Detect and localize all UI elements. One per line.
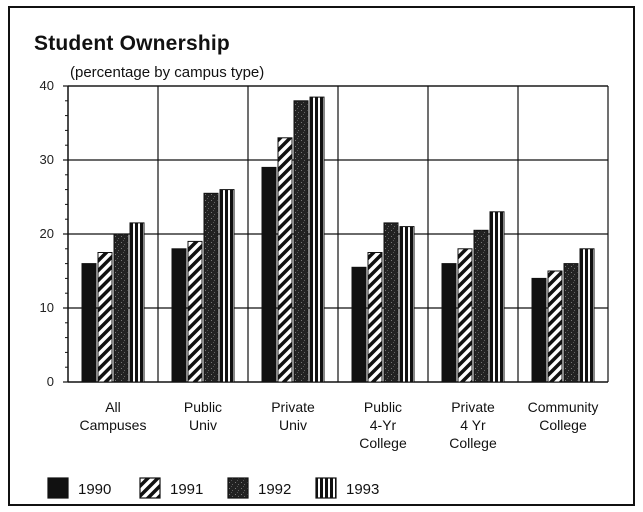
y-tick-label: 10	[40, 300, 54, 315]
legend-label-1991: 1991	[170, 481, 203, 498]
chart-subtitle: (percentage by campus type)	[70, 64, 265, 81]
y-tick-label: 0	[47, 374, 54, 389]
y-tick-label: 40	[40, 78, 54, 93]
axes	[63, 85, 609, 383]
category-label: Campuses	[80, 417, 147, 433]
bar-1993-5	[579, 248, 595, 383]
y-tick-label: 20	[40, 226, 54, 241]
bar-1992-1	[203, 192, 219, 383]
chart-frame	[8, 6, 635, 506]
bar-1993-3	[399, 226, 415, 383]
bar-1993-1	[219, 189, 235, 383]
bar-1991-4	[457, 248, 473, 383]
category-label: College	[449, 435, 497, 451]
legend-label-1993: 1993	[346, 481, 379, 498]
bar-1990-5	[531, 277, 547, 383]
category-label: College	[539, 417, 587, 433]
bar-1992-0	[113, 233, 129, 383]
legend: 1990 1991 1992 1993	[47, 477, 379, 499]
category-label: 4-Yr	[370, 417, 397, 433]
category-label: Univ	[279, 417, 307, 433]
category-label: Private	[271, 399, 315, 415]
legend-label-1992: 1992	[258, 481, 291, 498]
bar-1990-3	[351, 266, 367, 383]
chart-title: Student Ownership	[34, 32, 230, 55]
category-label: Private	[451, 399, 495, 415]
bar-1992-5	[563, 263, 579, 383]
y-tick-label: 30	[40, 152, 54, 167]
bar-1992-2	[293, 100, 309, 383]
category-label: All	[105, 399, 121, 415]
grid-lines	[68, 85, 608, 382]
bar-1991-5	[547, 270, 563, 383]
bar-1990-1	[171, 248, 187, 383]
bar-1991-2	[277, 137, 293, 383]
bars	[81, 96, 595, 383]
legend-swatch-1992	[227, 477, 249, 499]
legend-swatch-1990	[47, 477, 69, 499]
category-label: 4 Yr	[460, 417, 486, 433]
x-category-labels: All Campuses Public Univ Private Univ Public 4-…	[80, 399, 599, 451]
category-label: Univ	[189, 417, 217, 433]
bar-1991-0	[97, 252, 113, 383]
bar-1990-2	[261, 166, 277, 383]
bar-1993-0	[129, 222, 145, 383]
legend-swatch-1993	[315, 477, 337, 499]
bar-1993-4	[489, 211, 505, 383]
category-label: Public	[184, 399, 222, 415]
bar-1992-3	[383, 222, 399, 383]
bar-1991-1	[187, 240, 203, 383]
category-label: Community	[528, 399, 599, 415]
bar-1992-4	[473, 229, 489, 383]
bar-1993-2	[309, 96, 325, 383]
legend-label-1990: 1990	[78, 481, 111, 498]
category-label: Public	[364, 399, 402, 415]
y-tick-labels: 0 10 20 30 40	[40, 78, 54, 389]
bar-1990-0	[81, 263, 97, 383]
legend-swatch-1991	[139, 477, 161, 499]
bar-1990-4	[441, 263, 457, 383]
category-label: College	[359, 435, 407, 451]
bar-1991-3	[367, 252, 383, 383]
